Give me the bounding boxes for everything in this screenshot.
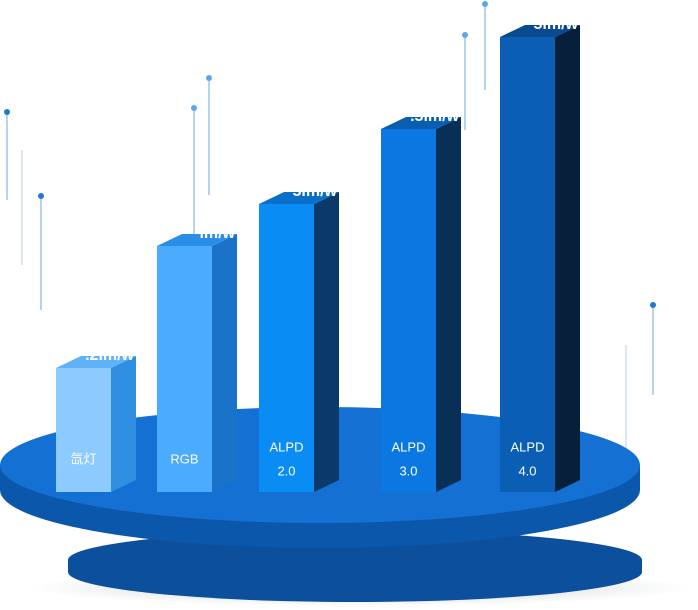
bar-top (259, 192, 339, 204)
bar-front (56, 368, 111, 492)
bar-label: ALPD (392, 439, 426, 454)
bar-side (111, 356, 136, 492)
bar-top (381, 117, 461, 129)
bar-top (56, 356, 136, 368)
bar-label: 氙灯 (70, 451, 96, 466)
value-label: 5lm/w (534, 16, 579, 33)
bar-label: ALPD (511, 439, 545, 454)
bar-label: 4.0 (518, 463, 536, 478)
bar-side (555, 25, 580, 492)
bar-side (314, 192, 339, 492)
bar-front (500, 37, 555, 492)
bar-top (500, 25, 580, 37)
bar-top (157, 234, 237, 246)
bar-side (436, 117, 461, 492)
value-label: .2lm/w (85, 347, 134, 364)
decor-pins (4, 1, 656, 450)
bar-label: 2.0 (277, 463, 295, 478)
value-label: 5lm/w (293, 183, 338, 200)
value-label: lm/w (199, 225, 235, 242)
bar-label: RGB (170, 451, 198, 466)
bar-label: ALPD (270, 439, 304, 454)
bar-front (157, 246, 212, 492)
bar-front (381, 129, 436, 492)
bar-label: 3.0 (399, 463, 417, 478)
value-label: .5lm/w (410, 108, 459, 125)
bar-front (259, 204, 314, 492)
bar-side (212, 234, 237, 492)
bars: .2lm/w 氙灯 lm/w RGB 5lm/w ALPD 2.0 .5lm/w ALPD 3.0… (56, 16, 580, 492)
